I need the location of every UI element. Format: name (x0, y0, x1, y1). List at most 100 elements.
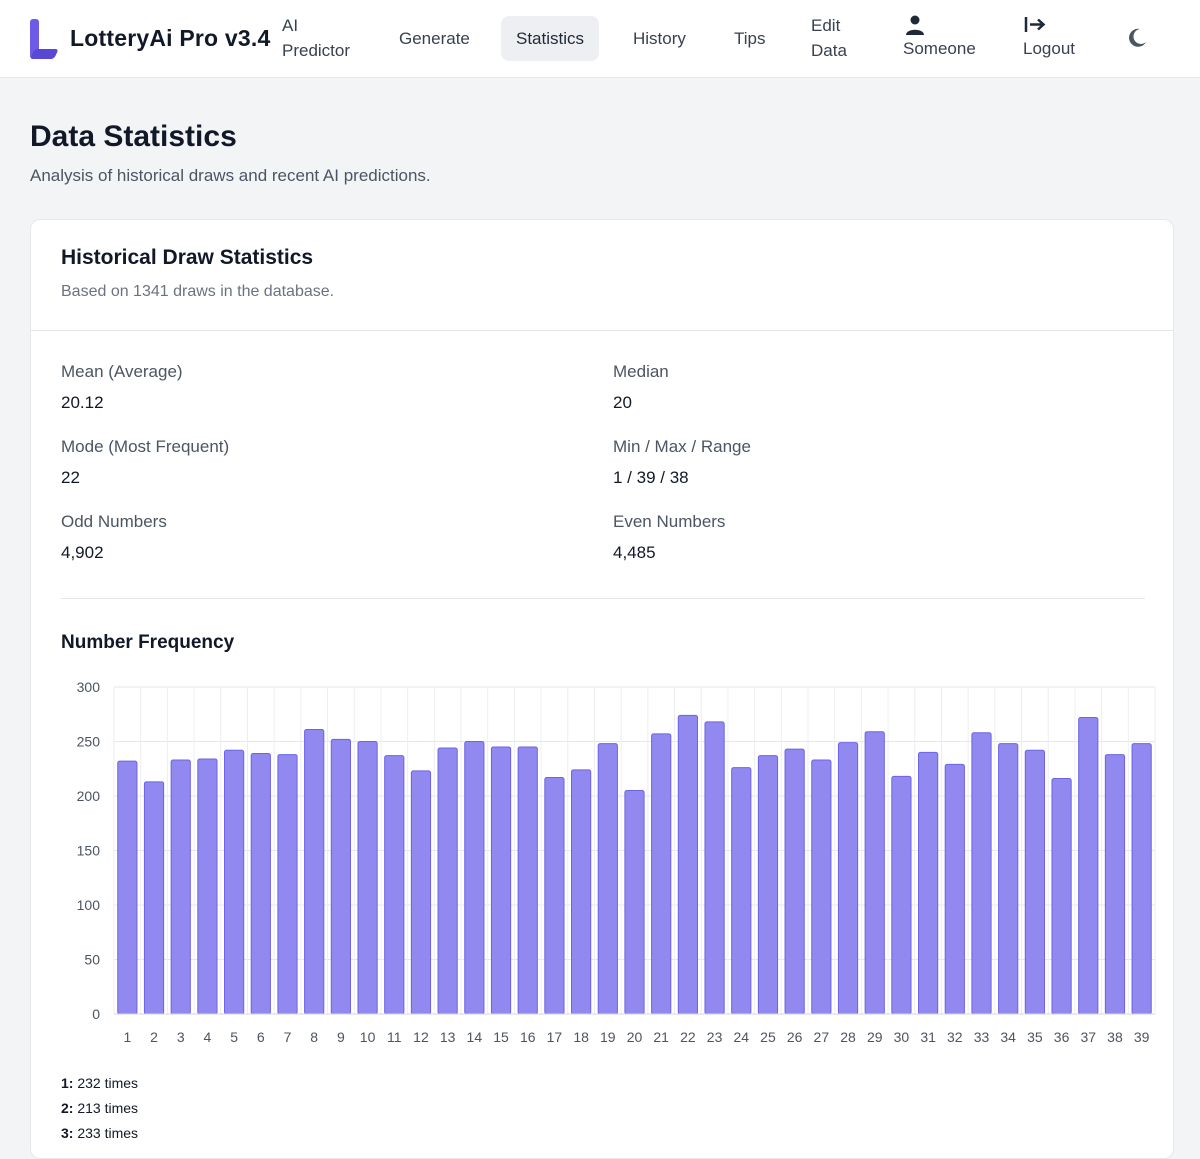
dark-mode-toggle[interactable] (1126, 27, 1148, 49)
x-tick-label: 25 (760, 1029, 776, 1045)
x-tick-label: 16 (520, 1029, 536, 1045)
bar (811, 759, 832, 1015)
bar (597, 743, 618, 1015)
stat-label: Mode (Most Frequent) (61, 437, 230, 456)
bar (1024, 749, 1045, 1015)
bar (277, 754, 298, 1015)
bar (757, 755, 779, 1015)
stat-value: 1 / 39 / 38 (613, 468, 689, 487)
bar (544, 776, 565, 1015)
x-tick-label: 3 (177, 1029, 185, 1045)
y-tick-label: 50 (84, 952, 100, 968)
x-tick-label: 21 (653, 1029, 669, 1045)
x-tick-label: 1 (123, 1029, 131, 1045)
x-tick-label: 36 (1054, 1029, 1070, 1045)
stat-odd: Odd Numbers 4,902 (61, 512, 561, 563)
bar (437, 747, 458, 1015)
brand[interactable]: LotteryAi Pro v3.4 (28, 18, 270, 59)
frequency-chart: 0 50 100 150 200 250 300 1 2 3 4 5 6 7 8 9 10 11 12 13 14 15 1… (51, 670, 1161, 1050)
freq-number: 1: (61, 1075, 74, 1091)
x-tick-label: 10 (360, 1029, 376, 1045)
stat-value: 22 (61, 468, 80, 487)
x-tick-label: 12 (413, 1029, 429, 1045)
bar (143, 781, 165, 1015)
stat-min-max-range: Min / Max / Range 1 / 39 / 38 (613, 437, 1113, 488)
stat-label: Even Numbers (613, 512, 726, 531)
nav-statistics[interactable]: Statistics (501, 16, 600, 61)
nav-logout-label: Logout (1023, 39, 1075, 58)
y-tick-label: 150 (77, 843, 101, 859)
y-tick-label: 250 (77, 734, 101, 750)
card-header: Historical Draw Statistics Based on 1341… (31, 220, 1173, 331)
bar (410, 770, 432, 1015)
x-tick-label: 8 (310, 1029, 318, 1045)
card-title: Historical Draw Statistics (61, 246, 314, 269)
stat-label: Mean (Average) (61, 362, 183, 381)
bar (571, 769, 592, 1015)
bar (1078, 717, 1099, 1015)
nav-ai-predictor-label-1: AI (282, 16, 299, 35)
freq-number: 3: (61, 1125, 74, 1141)
moon-icon (1129, 28, 1146, 47)
bar (330, 738, 351, 1015)
x-tick-label: 4 (204, 1029, 212, 1045)
bar (357, 741, 378, 1015)
nav-generate[interactable]: Generate (399, 29, 470, 48)
bar (944, 763, 965, 1015)
nav-edit-data-label-2: Data (811, 41, 847, 60)
freq-count: 232 times (77, 1075, 139, 1091)
nav-ai-predictor-label-2: Predictor (282, 41, 351, 60)
logo-icon (28, 18, 59, 59)
nav-ai-predictor[interactable]: AI Predictor (282, 13, 350, 63)
x-tick-label: 22 (680, 1029, 696, 1045)
bar (918, 751, 939, 1015)
stat-value: 20 (613, 393, 632, 412)
bar (224, 749, 245, 1015)
stat-label: Min / Max / Range (613, 437, 751, 456)
x-tick-label: 37 (1080, 1029, 1096, 1045)
x-tick-label: 24 (733, 1029, 749, 1045)
chart-title: Number Frequency (61, 632, 235, 653)
stat-median: Median 20 (613, 362, 1113, 413)
y-tick-label: 200 (77, 788, 101, 804)
bar (864, 731, 885, 1015)
y-tick-label: 300 (77, 679, 101, 695)
bar (490, 746, 512, 1015)
x-tick-label: 27 (814, 1029, 830, 1045)
bar (677, 714, 698, 1015)
y-tick-label: 100 (77, 897, 101, 913)
bar (250, 752, 271, 1015)
x-tick-label: 39 (1134, 1029, 1150, 1045)
x-tick-label: 26 (787, 1029, 803, 1045)
x-tick-label: 28 (840, 1029, 856, 1045)
x-tick-label: 23 (707, 1029, 723, 1045)
frequency-list-item: 2: 213 times (61, 1096, 138, 1121)
x-tick-label: 19 (600, 1029, 616, 1045)
stat-mean: Mean (Average) 20.12 (61, 362, 561, 413)
bar (891, 775, 912, 1015)
stat-label: Odd Numbers (61, 512, 167, 531)
bar (197, 758, 218, 1015)
nav-logout[interactable]: Logout (1023, 14, 1075, 59)
bar (1051, 778, 1072, 1015)
x-tick-label: 11 (387, 1029, 402, 1045)
nav-user[interactable]: Someone (903, 14, 976, 59)
x-tick-label: 17 (547, 1029, 563, 1045)
x-tick-label: 18 (573, 1029, 589, 1045)
x-tick-label: 14 (467, 1029, 483, 1045)
bar (1131, 743, 1152, 1015)
bar (1104, 754, 1126, 1015)
x-tick-label: 5 (230, 1029, 238, 1045)
user-icon (903, 14, 976, 36)
bar (837, 742, 859, 1015)
page-title: Data Statistics (30, 120, 237, 153)
y-tick-label: 0 (92, 1006, 100, 1022)
nav-tips[interactable]: Tips (734, 29, 766, 48)
bar (517, 746, 538, 1015)
logout-icon (1023, 14, 1075, 36)
bar (304, 729, 325, 1015)
bar (624, 790, 645, 1015)
nav-history[interactable]: History (633, 29, 686, 48)
x-tick-label: 2 (150, 1029, 158, 1045)
nav-edit-data[interactable]: Edit Data (811, 13, 847, 63)
